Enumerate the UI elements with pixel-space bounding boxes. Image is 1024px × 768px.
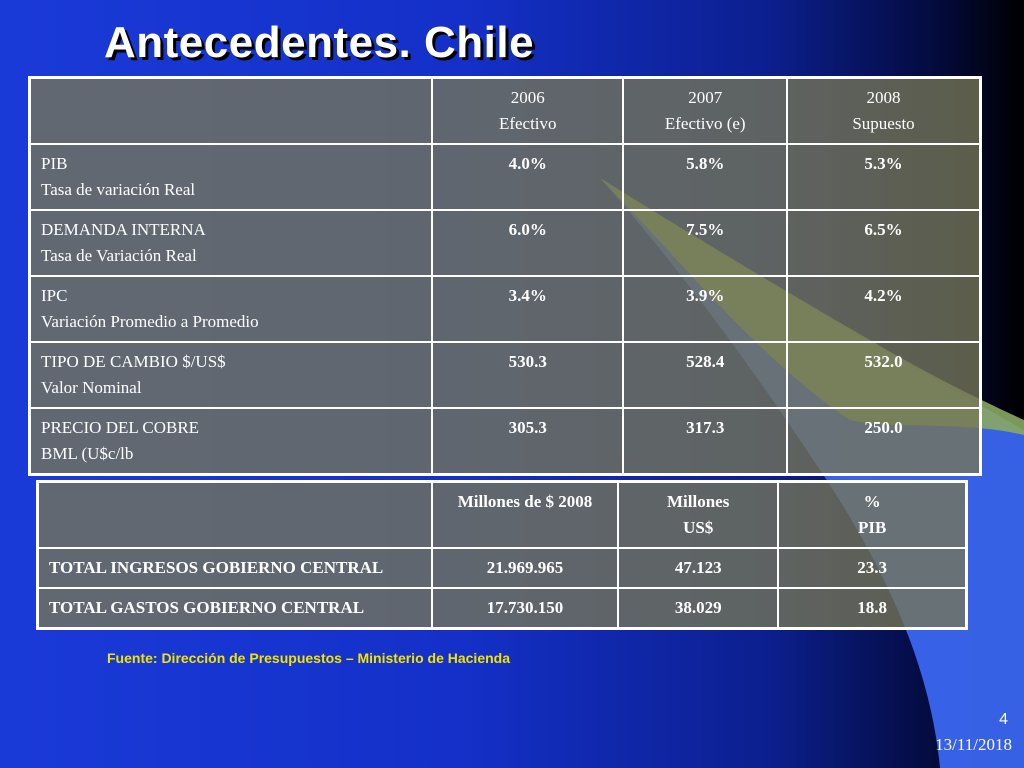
table-row: TOTAL GASTOS GOBIERNO CENTRAL 17.730.150… xyxy=(36,587,968,630)
header-cell xyxy=(28,76,434,145)
value-cell: 23.3 xyxy=(777,547,968,589)
row-label: DEMANDA INTERNA Tasa de Variación Real xyxy=(28,209,434,277)
header-year: 2007 xyxy=(688,88,723,107)
header-cell-2007: 2007 Efectivo (e) xyxy=(622,76,789,145)
header-type: Supuesto xyxy=(852,114,915,133)
table-row: IPC Variación Promedio a Promedio 3.4% 3… xyxy=(28,275,982,343)
row-label-sub: Valor Nominal xyxy=(41,378,142,397)
economic-indicators-table: 2006 Efectivo 2007 Efectivo (e) 2008 Sup… xyxy=(28,76,982,476)
value-cell: 18.8 xyxy=(777,587,968,630)
value-cell: 6.5% xyxy=(786,209,982,277)
header-label: Millones de $ 2008 xyxy=(457,492,593,511)
row-label: IPC Variación Promedio a Promedio xyxy=(28,275,434,343)
row-label: TIPO DE CAMBIO $/US$ Valor Nominal xyxy=(28,341,434,409)
value-cell: 17.730.150 xyxy=(430,587,620,630)
row-label-main: PIB xyxy=(41,154,68,173)
value-cell: 47.123 xyxy=(617,547,780,589)
government-revenue-table: Millones de $ 2008 Millones US$ % PIB TO… xyxy=(36,480,968,630)
table-row: PRECIO DEL COBRE BML (U$c/lb 305.3 317.3… xyxy=(28,407,982,476)
value-cell: 5.3% xyxy=(786,143,982,211)
header-label: % xyxy=(863,492,881,511)
value-cell: 3.4% xyxy=(431,275,625,343)
table-row: TOTAL INGRESOS GOBIERNO CENTRAL 21.969.9… xyxy=(36,547,968,589)
row-label-main: PRECIO DEL COBRE xyxy=(41,418,200,437)
header-sublabel: PIB xyxy=(857,518,887,537)
value-cell: 528.4 xyxy=(622,341,789,409)
table-row: TIPO DE CAMBIO $/US$ Valor Nominal 530.3… xyxy=(28,341,982,409)
table-row: PIB Tasa de variación Real 4.0% 5.8% 5.3… xyxy=(28,143,982,211)
value-cell: 530.3 xyxy=(431,341,625,409)
header-year: 2008 xyxy=(866,88,901,107)
header-label: Millones xyxy=(667,492,730,511)
value-cell: 305.3 xyxy=(431,407,625,476)
header-cell xyxy=(36,480,433,549)
header-cell-millones-usd: Millones US$ xyxy=(617,480,780,549)
row-label: PRECIO DEL COBRE BML (U$c/lb xyxy=(28,407,434,476)
row-label-main: TIPO DE CAMBIO $/US$ xyxy=(41,352,226,371)
row-label: TOTAL GASTOS GOBIERNO CENTRAL xyxy=(36,587,433,630)
source-note: Fuente: Dirección de Presupuestos – Mini… xyxy=(107,650,510,666)
row-label-sub: BML (U$c/lb xyxy=(41,444,134,463)
row-label-sub: Tasa de Variación Real xyxy=(41,246,197,265)
table-header-row: 2006 Efectivo 2007 Efectivo (e) 2008 Sup… xyxy=(28,76,982,145)
slide-date: 13/11/2018 xyxy=(935,735,1012,754)
row-label: TOTAL INGRESOS GOBIERNO CENTRAL xyxy=(36,547,433,589)
value-cell: 5.8% xyxy=(622,143,789,211)
value-cell: 7.5% xyxy=(622,209,789,277)
value-cell: 4.2% xyxy=(786,275,982,343)
value-cell: 250.0 xyxy=(786,407,982,476)
header-cell-pib: % PIB xyxy=(777,480,968,549)
table-row: DEMANDA INTERNA Tasa de Variación Real 6… xyxy=(28,209,982,277)
value-cell: 21.969.965 xyxy=(430,547,620,589)
value-cell: 532.0 xyxy=(786,341,982,409)
header-cell-2008: 2008 Supuesto xyxy=(786,76,982,145)
header-type: Efectivo xyxy=(498,114,557,133)
header-sublabel: US$ xyxy=(683,518,714,537)
value-cell: 4.0% xyxy=(431,143,625,211)
value-cell: 6.0% xyxy=(431,209,625,277)
table-header-row: Millones de $ 2008 Millones US$ % PIB xyxy=(36,480,968,549)
row-label-main: DEMANDA INTERNA xyxy=(41,220,206,239)
header-cell-2006: 2006 Efectivo xyxy=(431,76,625,145)
row-label-sub: Variación Promedio a Promedio xyxy=(41,312,259,331)
page-title: Antecedentes. Chile xyxy=(104,18,535,67)
value-cell: 317.3 xyxy=(622,407,789,476)
header-year: 2006 xyxy=(510,88,545,107)
value-cell: 3.9% xyxy=(622,275,789,343)
row-label: PIB Tasa de variación Real xyxy=(28,143,434,211)
header-type: Efectivo (e) xyxy=(664,114,746,133)
page-number: 4 xyxy=(999,711,1008,728)
header-cell-millones-pesos: Millones de $ 2008 xyxy=(430,480,620,549)
row-label-sub: Tasa de variación Real xyxy=(41,180,196,199)
value-cell: 38.029 xyxy=(617,587,780,630)
row-label-main: IPC xyxy=(41,286,68,305)
